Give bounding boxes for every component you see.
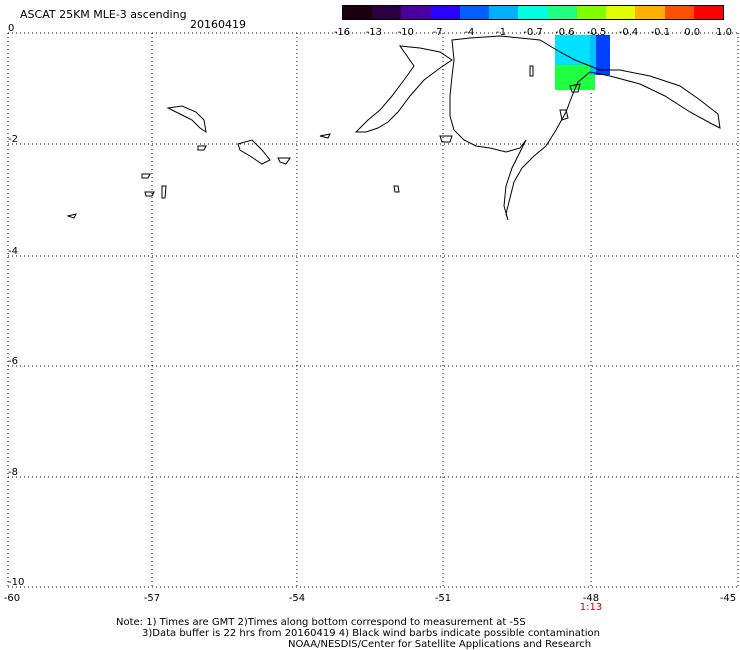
color-scale-segment — [372, 6, 402, 19]
x-axis-tick-label: -48 — [583, 593, 599, 604]
island-14 — [439, 135, 453, 143]
color-scale-tick-label: -13 — [365, 27, 382, 38]
color-scale-segment — [343, 6, 373, 19]
island-3 — [237, 139, 271, 165]
chart-date: 20160419 — [190, 18, 246, 31]
color-scale-segment — [430, 6, 460, 19]
island-13 — [569, 83, 581, 93]
y-axis-tick-label: -6 — [8, 356, 18, 367]
color-scale-bar — [342, 5, 724, 20]
color-scale-segment — [459, 6, 490, 19]
x-axis-tick-label: -51 — [435, 593, 451, 604]
y-axis-tick-label: 0 — [8, 23, 14, 34]
color-scale-tick-label: -10 — [397, 27, 414, 38]
footer-note-line2: 3)Data buffer is 22 hrs from 20160419 4)… — [142, 628, 600, 639]
y-axis-tick-label: -8 — [8, 467, 18, 478]
island-10 — [319, 133, 331, 139]
y-axis-tick-label: -10 — [8, 577, 24, 588]
color-scale-segment — [606, 6, 636, 19]
y-axis-tick-label: -2 — [8, 134, 18, 145]
island-6 — [141, 173, 151, 179]
x-axis-tick-label: -45 — [720, 593, 736, 604]
island-2 — [166, 105, 207, 134]
island-5 — [197, 145, 207, 151]
island-12 — [559, 109, 569, 121]
island-7 — [144, 191, 155, 197]
color-scale-segment — [489, 6, 519, 19]
color-scale-segment — [693, 6, 724, 19]
island-11 — [393, 185, 400, 193]
color-scale-segment — [576, 6, 607, 19]
grid-lines — [7, 32, 739, 588]
color-scale-segment — [664, 6, 694, 19]
chart-title: ASCAT 25KM MLE-3 ascending — [20, 8, 187, 21]
color-scale-tick-label: -1 — [496, 27, 507, 38]
color-scale-tick-label: -16 — [333, 27, 351, 38]
coastline-estuary — [354, 45, 453, 133]
coastlines — [66, 35, 721, 221]
x-axis-tick-label: -54 — [289, 593, 305, 604]
island-1 — [529, 65, 534, 77]
island-8 — [161, 185, 167, 199]
x-axis-tick-label: -60 — [4, 593, 20, 604]
coastline-mainland — [449, 35, 721, 221]
footer-note-line3: NOAA/NESDIS/Center for Satellite Applica… — [288, 639, 592, 650]
x-axis-tick-label: -57 — [144, 593, 160, 604]
swath-teal — [590, 35, 598, 75]
color-scale-tick-label: -7 — [432, 27, 443, 38]
y-axis-tick-label: -4 — [8, 246, 18, 257]
color-scale-segment — [547, 6, 577, 19]
island-9 — [66, 213, 77, 219]
color-scale-segment — [518, 6, 548, 19]
axis-labels: 0 -2 -4 -6 -8 -10 -60 -57 -54 -51 -48 -45 1:13 — [4, 23, 736, 613]
swath-blue — [596, 35, 610, 75]
footer-note-line1: Note: 1) Times are GMT 2)Times along bot… — [116, 617, 526, 628]
data-swath — [555, 35, 610, 90]
color-scale-tick-label: -4 — [464, 27, 475, 38]
time-label: 1:13 — [580, 602, 602, 613]
island-4 — [277, 157, 291, 165]
color-scale-segment — [635, 6, 665, 19]
color-scale-segment — [401, 6, 431, 19]
